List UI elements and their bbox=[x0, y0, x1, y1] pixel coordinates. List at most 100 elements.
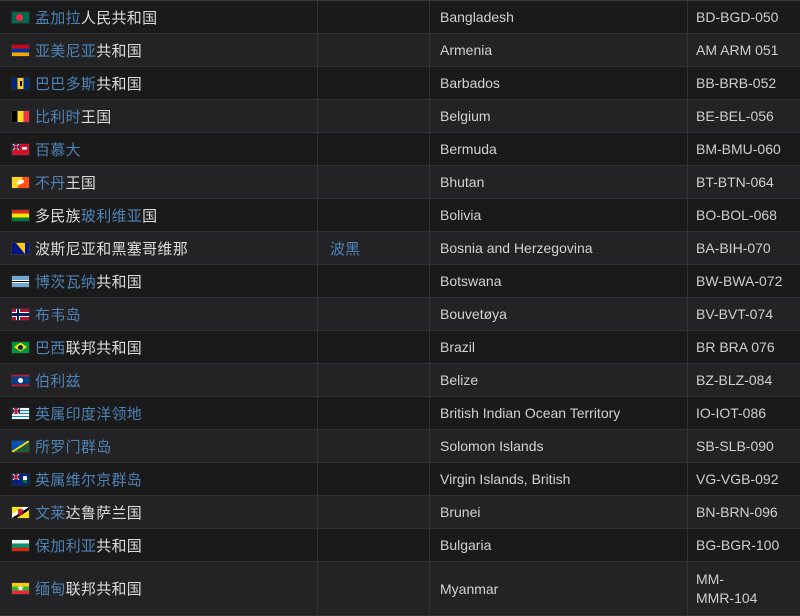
chinese-name: 巴巴多斯共和国 bbox=[35, 73, 142, 94]
iso-codes: AM ARM 051 bbox=[696, 41, 779, 58]
cell-chinese-name: 孟加拉人民共和国 bbox=[0, 1, 318, 33]
cell-alias bbox=[318, 166, 430, 198]
cell-iso-codes: BV-BVT-074 bbox=[688, 298, 800, 330]
iso-codes: BR BRA 076 bbox=[696, 338, 775, 355]
cell-chinese-name: 英属印度洋领地 bbox=[0, 397, 318, 429]
cell-iso-codes: IO-IOT-086 bbox=[688, 397, 800, 429]
brunei-flag-icon[interactable] bbox=[12, 506, 29, 518]
cell-english-name: Bouvetøya bbox=[430, 298, 688, 330]
chinese-name-link[interactable]: 巴巴多斯 bbox=[35, 75, 97, 93]
bolivia-flag-icon[interactable] bbox=[12, 209, 29, 221]
chinese-name: 巴西联邦共和国 bbox=[35, 337, 142, 358]
bouvet-island-flag-icon[interactable] bbox=[12, 308, 29, 320]
chinese-name: 百慕大 bbox=[35, 139, 81, 160]
english-name: British Indian Ocean Territory bbox=[440, 405, 621, 421]
table-row: 英属维尔京群岛 Virgin Islands, British VG-VGB-0… bbox=[0, 463, 800, 496]
table-row: 巴西联邦共和国 Brazil BR BRA 076 bbox=[0, 331, 800, 364]
british-indian-ocean-territory-flag-icon[interactable] bbox=[12, 407, 29, 419]
cell-iso-codes: BN-BRN-096 bbox=[688, 496, 800, 528]
table-row: 文莱达鲁萨兰国 Brunei BN-BRN-096 bbox=[0, 496, 800, 529]
cell-chinese-name: 文莱达鲁萨兰国 bbox=[0, 496, 318, 528]
cell-iso-codes: BB-BRB-052 bbox=[688, 67, 800, 99]
botswana-flag-icon[interactable] bbox=[12, 275, 29, 287]
virgin-islands-british-flag-icon[interactable] bbox=[12, 473, 29, 485]
chinese-name: 文莱达鲁萨兰国 bbox=[35, 502, 142, 523]
cell-chinese-name: 伯利兹 bbox=[0, 364, 318, 396]
cell-iso-codes: BA-BIH-070 bbox=[688, 232, 800, 264]
cell-iso-codes: BZ-BLZ-084 bbox=[688, 364, 800, 396]
bangladesh-flag-icon[interactable] bbox=[12, 11, 29, 23]
chinese-name-link[interactable]: 文莱 bbox=[35, 504, 66, 522]
chinese-name-link[interactable]: 不丹 bbox=[35, 174, 66, 192]
chinese-name-link[interactable]: 比利时 bbox=[35, 108, 81, 126]
iso-codes: SB-SLB-090 bbox=[696, 437, 774, 454]
bosnia-herzegovina-flag-icon[interactable] bbox=[12, 242, 29, 254]
english-name: Bouvetøya bbox=[440, 306, 507, 322]
cell-english-name: Solomon Islands bbox=[430, 430, 688, 462]
iso-codes: BD-BGD-050 bbox=[696, 8, 779, 25]
belgium-flag-icon[interactable] bbox=[12, 110, 29, 122]
cell-alias bbox=[318, 1, 430, 33]
chinese-name-link[interactable]: 孟加拉 bbox=[35, 9, 81, 27]
bhutan-flag-icon[interactable] bbox=[12, 176, 29, 188]
iso-codes: BT-BTN-064 bbox=[696, 173, 774, 190]
table-row: 不丹王国 Bhutan BT-BTN-064 bbox=[0, 166, 800, 199]
chinese-name-link[interactable]: 英属维尔京群岛 bbox=[35, 471, 143, 489]
cell-chinese-name: 巴西联邦共和国 bbox=[0, 331, 318, 363]
solomon-islands-flag-icon[interactable] bbox=[12, 440, 29, 452]
cell-chinese-name: 布韦岛 bbox=[0, 298, 318, 330]
cell-iso-codes: MM- MMR-104 bbox=[688, 562, 800, 615]
myanmar-flag-icon[interactable] bbox=[12, 582, 29, 594]
english-name: Bhutan bbox=[440, 174, 485, 190]
cell-chinese-name: 波斯尼亚和黑塞哥维那 bbox=[0, 232, 318, 264]
iso-codes: BG-BGR-100 bbox=[696, 536, 780, 553]
cell-english-name: Belgium bbox=[430, 100, 688, 132]
bermuda-flag-icon[interactable] bbox=[12, 143, 29, 155]
chinese-name-link[interactable]: 百慕大 bbox=[35, 141, 81, 159]
chinese-name-link[interactable]: 巴西 bbox=[35, 339, 66, 357]
cell-chinese-name: 保加利亚共和国 bbox=[0, 529, 318, 561]
chinese-name: 缅甸联邦共和国 bbox=[35, 578, 142, 599]
cell-iso-codes: BT-BTN-064 bbox=[688, 166, 800, 198]
cell-english-name: Virgin Islands, British bbox=[430, 463, 688, 495]
table-row: 所罗门群岛 Solomon Islands SB-SLB-090 bbox=[0, 430, 800, 463]
chinese-name-link[interactable]: 所罗门群岛 bbox=[35, 438, 112, 456]
chinese-name-link[interactable]: 伯利兹 bbox=[35, 372, 81, 390]
table-row: 英属印度洋领地 British Indian Ocean Territory I… bbox=[0, 397, 800, 430]
english-name: Brunei bbox=[440, 504, 481, 520]
table-row: 比利时王国 Belgium BE-BEL-056 bbox=[0, 100, 800, 133]
cell-english-name: Bolivia bbox=[430, 199, 688, 231]
chinese-name-link[interactable]: 缅甸 bbox=[35, 581, 66, 598]
english-name: Bulgaria bbox=[440, 537, 492, 553]
cell-alias bbox=[318, 496, 430, 528]
cell-alias bbox=[318, 199, 430, 231]
chinese-name-link[interactable]: 亚美尼亚 bbox=[35, 42, 97, 60]
chinese-name-suffix: 国 bbox=[142, 207, 158, 225]
chinese-name-link[interactable]: 博茨瓦纳 bbox=[35, 273, 97, 291]
cell-english-name: Bosnia and Herzegovina bbox=[430, 232, 688, 264]
english-name: Belgium bbox=[440, 108, 491, 124]
cell-alias bbox=[318, 529, 430, 561]
english-name: Bangladesh bbox=[440, 9, 514, 25]
chinese-name-link[interactable]: 玻利维亚 bbox=[80, 207, 143, 225]
english-name: Virgin Islands, British bbox=[440, 471, 571, 487]
cell-english-name: Bangladesh bbox=[430, 1, 688, 33]
chinese-name: 伯利兹 bbox=[35, 370, 81, 391]
cell-alias bbox=[318, 430, 430, 462]
iso-codes: IO-IOT-086 bbox=[696, 404, 767, 421]
cell-english-name: Bermuda bbox=[430, 133, 688, 165]
chinese-name-suffix: 共和国 bbox=[96, 537, 143, 555]
bulgaria-flag-icon[interactable] bbox=[12, 539, 29, 551]
barbados-flag-icon[interactable] bbox=[12, 77, 29, 89]
alias-link[interactable]: 波黑 bbox=[330, 240, 361, 258]
iso-codes: VG-VGB-092 bbox=[696, 470, 779, 487]
armenia-flag-icon[interactable] bbox=[12, 44, 29, 56]
chinese-name-link[interactable]: 英属印度洋领地 bbox=[35, 405, 143, 423]
chinese-name-link[interactable]: 布韦岛 bbox=[35, 306, 81, 324]
chinese-name-link[interactable]: 保加利亚 bbox=[35, 537, 97, 555]
belize-flag-icon[interactable] bbox=[12, 374, 29, 386]
brazil-flag-icon[interactable] bbox=[12, 341, 29, 353]
cell-english-name: British Indian Ocean Territory bbox=[430, 397, 688, 429]
table-row: 巴巴多斯共和国 Barbados BB-BRB-052 bbox=[0, 67, 800, 100]
